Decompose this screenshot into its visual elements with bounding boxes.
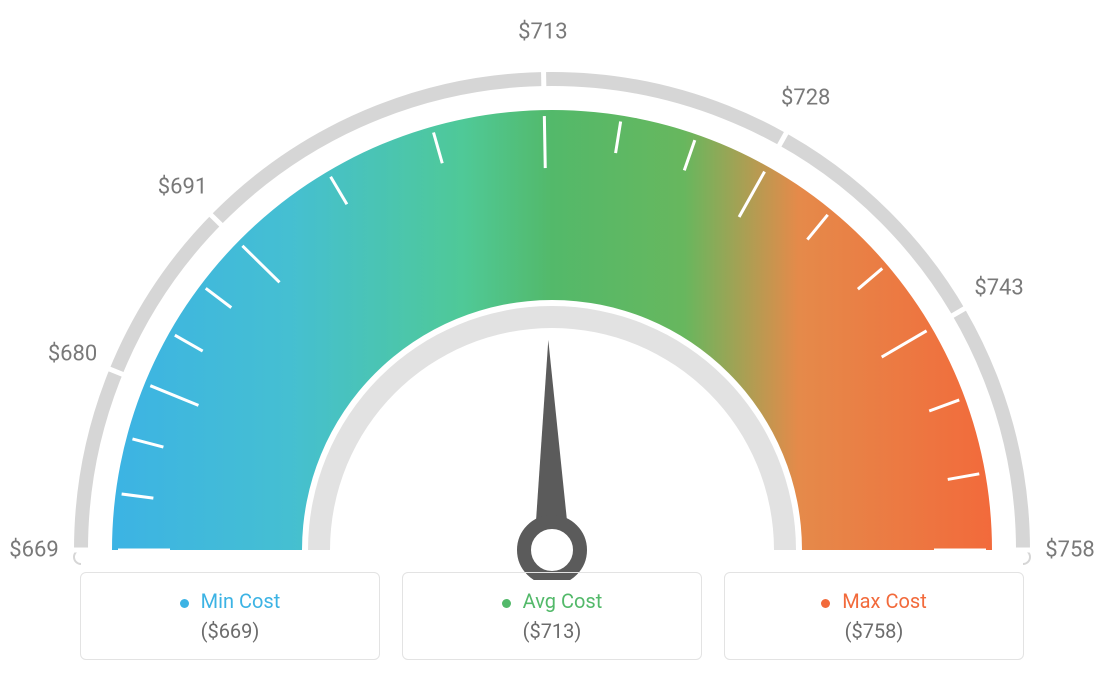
tick-label: $743 bbox=[974, 276, 1023, 301]
gauge-chart: $669 $680 $691 $713 $728 $743 $758 bbox=[0, 20, 1104, 580]
legend-min-label: Min Cost bbox=[201, 589, 281, 613]
legend-max-value: ($758) bbox=[749, 619, 999, 643]
tick-label: $713 bbox=[518, 20, 567, 45]
legend-avg-dot bbox=[502, 599, 511, 608]
tick-label: $680 bbox=[48, 341, 97, 366]
legend-row: Min Cost ($669) Avg Cost ($713) Max Cost… bbox=[0, 572, 1104, 660]
tick-label: $691 bbox=[158, 174, 207, 199]
legend-min-dot bbox=[180, 599, 189, 608]
gauge-svg bbox=[0, 20, 1104, 580]
legend-avg-label: Avg Cost bbox=[523, 589, 603, 613]
legend-avg-value: ($713) bbox=[427, 619, 677, 643]
legend-avg: Avg Cost ($713) bbox=[402, 572, 702, 660]
legend-min-value: ($669) bbox=[105, 619, 355, 643]
legend-max: Max Cost ($758) bbox=[724, 572, 1024, 660]
legend-max-label: Max Cost bbox=[842, 589, 927, 613]
tick-label: $728 bbox=[781, 86, 830, 111]
legend-min: Min Cost ($669) bbox=[80, 572, 380, 660]
tick-label: $758 bbox=[1045, 538, 1094, 563]
tick-label: $669 bbox=[9, 538, 58, 563]
legend-max-dot bbox=[821, 599, 830, 608]
